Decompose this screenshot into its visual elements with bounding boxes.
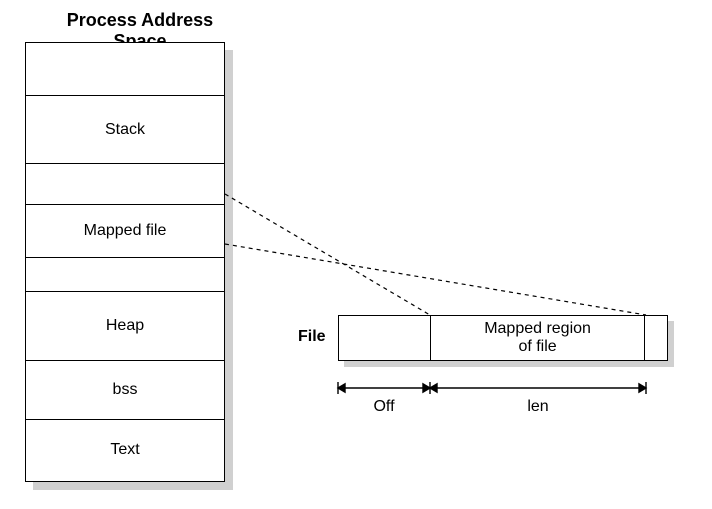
file-segment-0: [339, 316, 431, 360]
process-row-2: [26, 164, 224, 205]
measure-len-arrow-left: [430, 384, 437, 392]
process-row-5: Heap: [26, 292, 224, 360]
measure-off-arrow-right: [423, 384, 430, 392]
process-address-space-box: Stack Mapped file HeapbssText: [25, 42, 225, 482]
measure-off-arrow-left: [338, 384, 345, 392]
process-row-4: [26, 258, 224, 292]
measure-off-label: Off: [364, 398, 404, 416]
dashed-connector-1: [225, 244, 646, 315]
process-row-3: Mapped file: [26, 205, 224, 258]
process-row-1: Stack: [26, 96, 224, 164]
process-row-6: bss: [26, 361, 224, 421]
dashed-connector-0: [225, 194, 430, 315]
measure-len-label: len: [518, 398, 558, 416]
file-label: File: [298, 328, 326, 346]
measure-len-arrow-right: [639, 384, 646, 392]
process-row-7: Text: [26, 420, 224, 480]
file-segment-2: [645, 316, 667, 360]
file-box: Mapped region of file: [338, 315, 668, 361]
process-row-0: [26, 43, 224, 96]
file-segment-1: Mapped region of file: [431, 316, 645, 360]
